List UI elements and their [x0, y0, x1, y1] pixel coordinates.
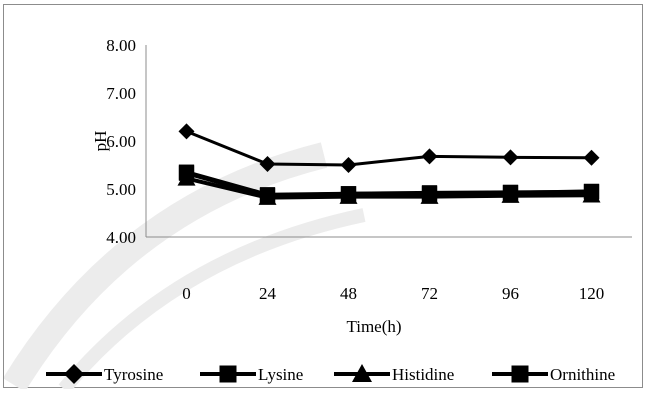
- data-point: [421, 148, 438, 165]
- watermark-decoration: [4, 142, 366, 389]
- y-tick-label: 7.00: [106, 84, 136, 103]
- series-ornithine: [178, 165, 600, 204]
- x-axis-title: Time(h): [346, 317, 401, 336]
- legend-label: Histidine: [392, 365, 454, 384]
- data-point: [583, 183, 600, 200]
- legend-marker: [352, 364, 372, 382]
- legend-item-tyrosine: Tyrosine: [46, 364, 163, 384]
- y-tick-label: 6.00: [106, 132, 136, 151]
- data-point: [259, 188, 276, 204]
- legend-marker: [64, 364, 84, 384]
- y-axis-title: pH: [91, 131, 110, 152]
- x-tick-labels: 0 24 48 72 96 120: [182, 284, 604, 303]
- x-tick-label: 72: [421, 284, 438, 303]
- data-point: [178, 123, 195, 140]
- data-point: [340, 157, 357, 173]
- legend-label: Ornithine: [550, 365, 615, 384]
- data-point: [502, 149, 519, 166]
- x-tick-label: 120: [579, 284, 605, 303]
- legend-item-ornithine: Ornithine: [492, 365, 615, 384]
- x-tick-label: 0: [182, 284, 191, 303]
- x-tick-label: 24: [259, 284, 277, 303]
- data-point: [340, 186, 357, 202]
- legend-label: Lysine: [258, 365, 303, 384]
- series-line: [185, 130, 592, 167]
- y-tick-label: 8.00: [106, 36, 136, 55]
- x-tick-label: 48: [340, 284, 357, 303]
- legend-label: Tyrosine: [104, 365, 163, 384]
- y-tick-labels: 4.00 5.00 6.00 7.00 8.00: [106, 36, 136, 247]
- data-point: [502, 185, 519, 201]
- legend: Tyrosine Lysine Histidine Ornithine: [46, 364, 615, 384]
- chart-frame: 4.00 5.00 6.00 7.00 8.00 0 24 48 72 96 120 pH Tim…: [3, 4, 643, 389]
- series-line: [185, 171, 592, 198]
- data-point: [178, 165, 195, 181]
- data-point: [421, 186, 438, 202]
- y-tick-label: 5.00: [106, 180, 136, 199]
- series-tyrosine: [178, 123, 600, 173]
- legend-marker: [219, 365, 237, 383]
- series-line: [186, 176, 592, 200]
- data-point: [259, 156, 276, 173]
- x-tick-label: 96: [502, 284, 519, 303]
- series-layer: [177, 123, 601, 205]
- legend-item-histidine: Histidine: [334, 364, 454, 384]
- data-point: [583, 149, 600, 166]
- legend-marker: [511, 365, 529, 383]
- line-chart: 4.00 5.00 6.00 7.00 8.00 0 24 48 72 96 120 pH Tim…: [4, 36, 632, 389]
- y-tick-label: 4.00: [106, 228, 136, 247]
- legend-item-lysine: Lysine: [200, 365, 303, 384]
